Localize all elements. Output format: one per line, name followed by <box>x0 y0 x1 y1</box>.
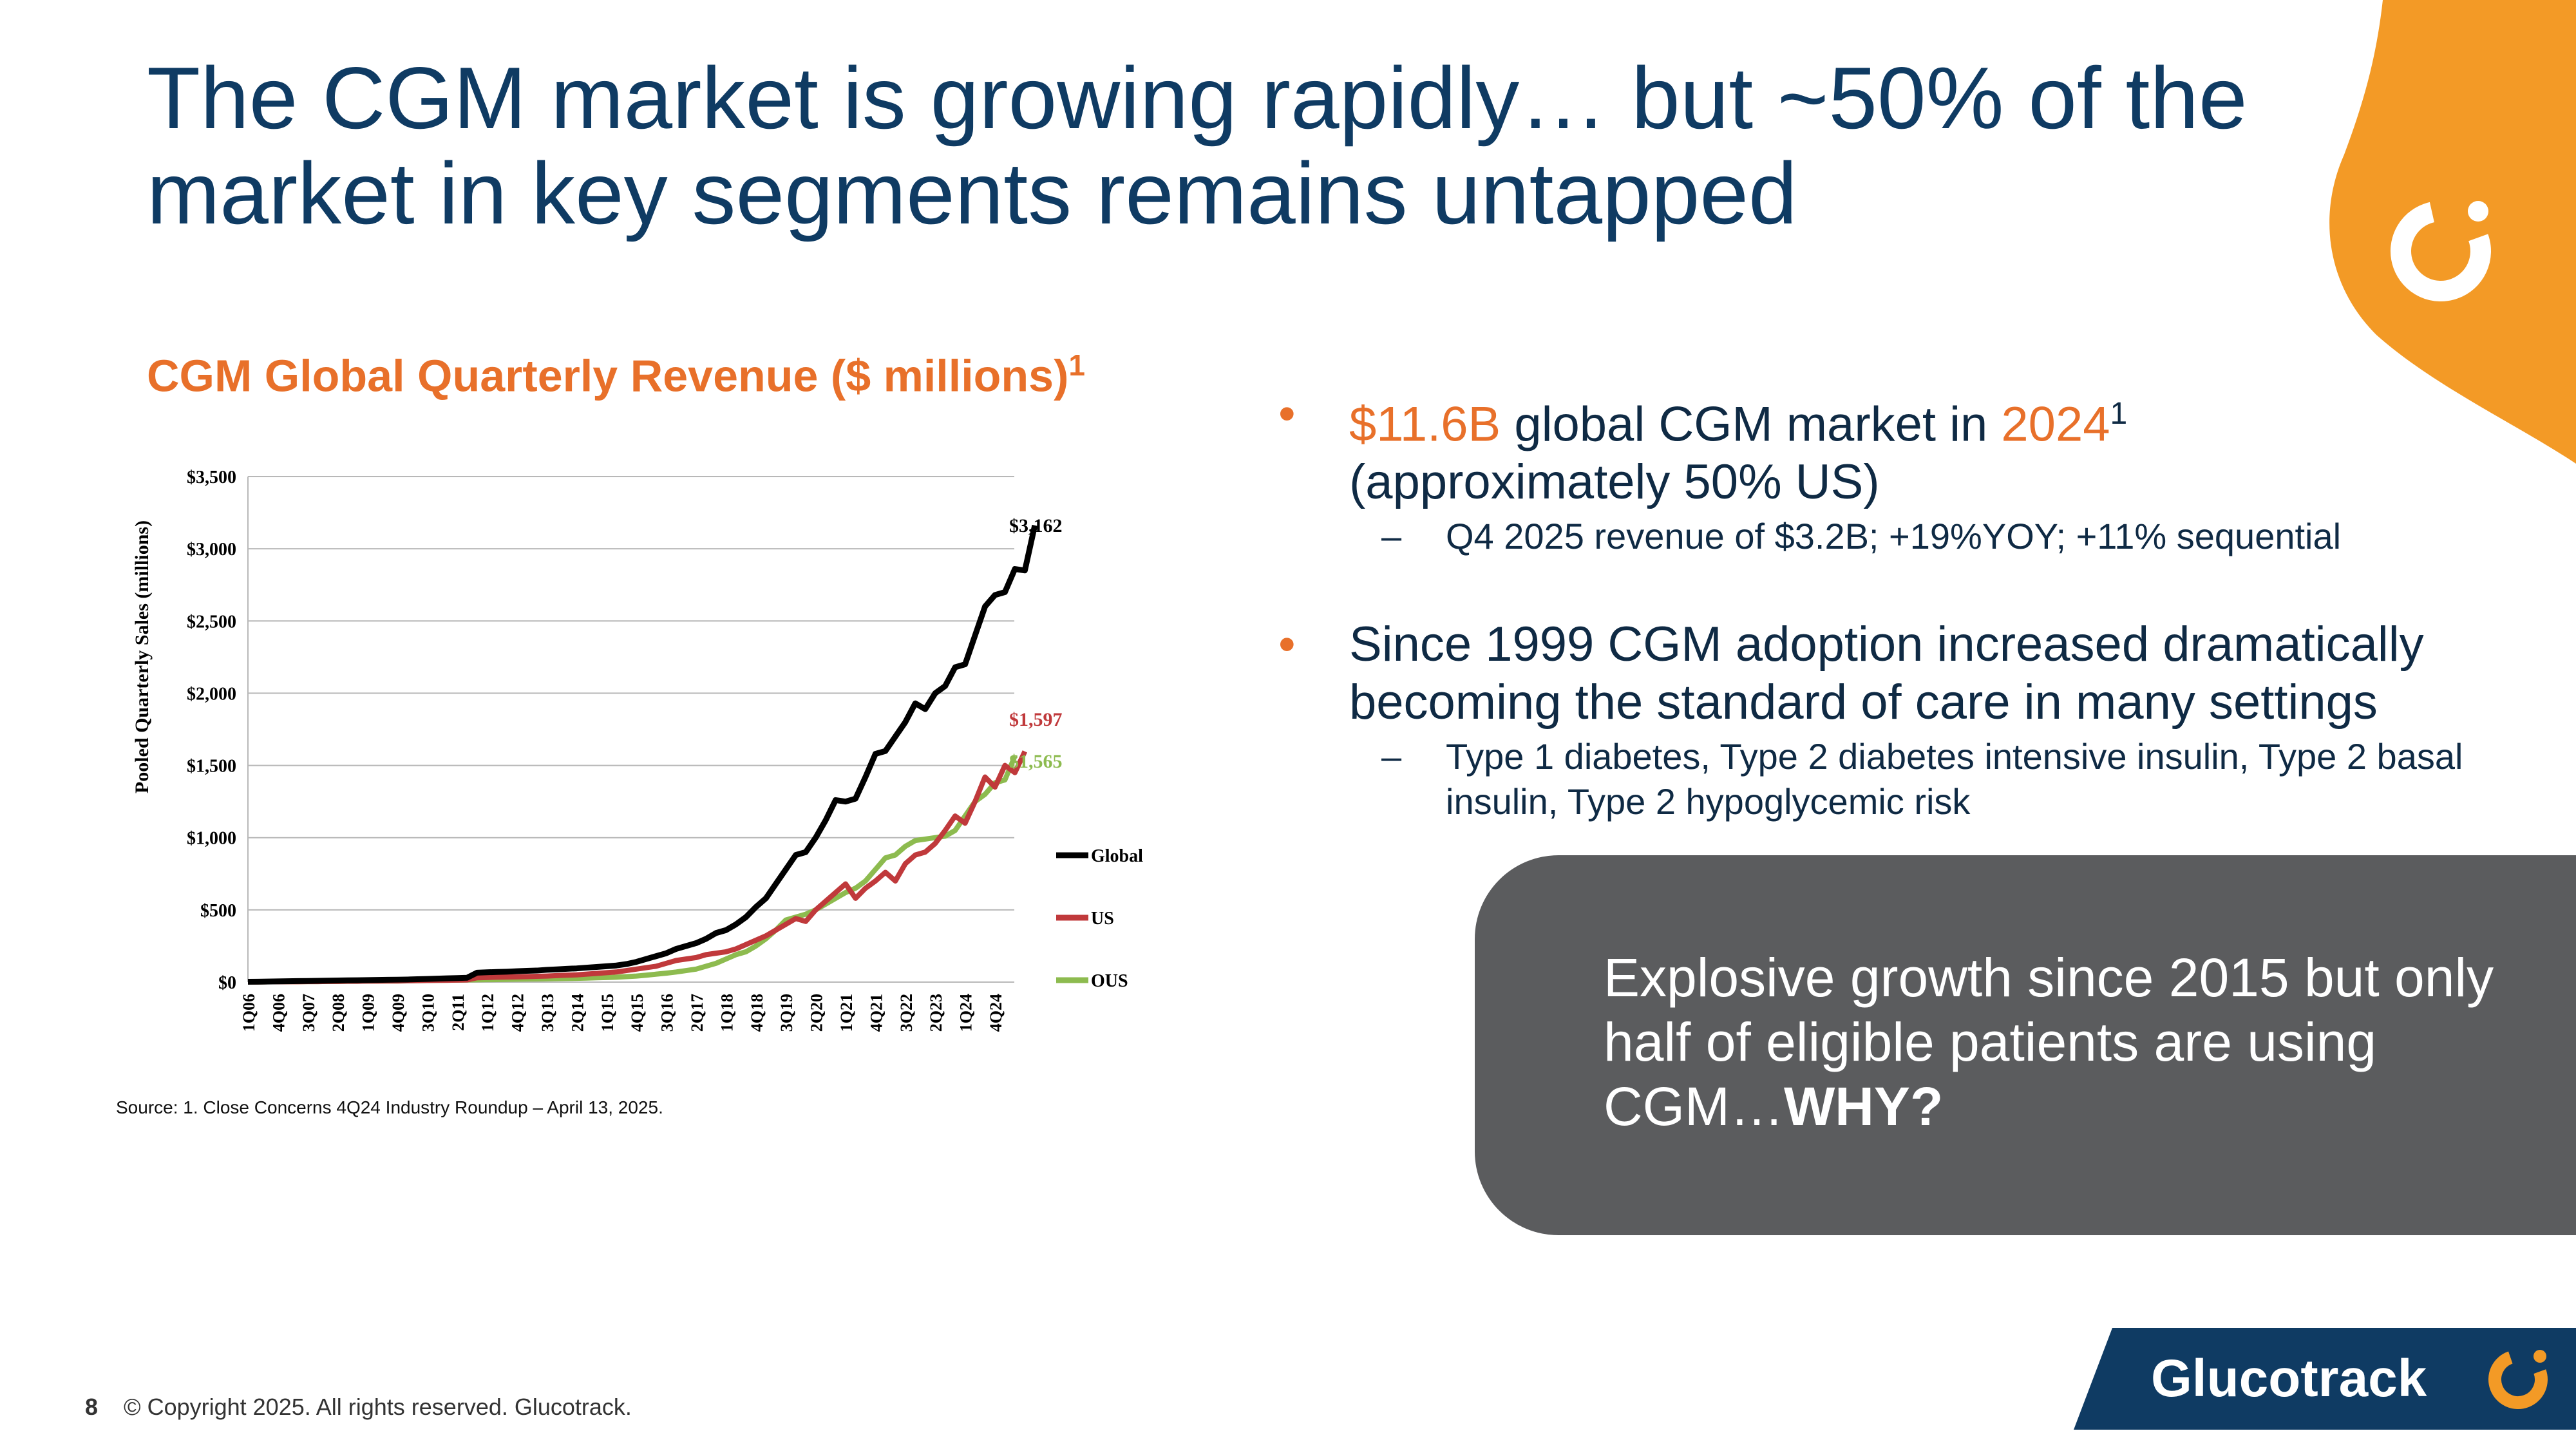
x-tick-label: 3Q19 <box>777 994 796 1032</box>
x-tick-label: 2Q20 <box>808 994 826 1032</box>
y-tick-label: $1,000 <box>187 829 236 849</box>
x-tick-label: 3Q16 <box>658 994 677 1032</box>
sub-dash: – <box>1381 736 1402 777</box>
x-tick-label: 1Q12 <box>478 994 497 1032</box>
brand-corner-shape <box>2329 0 2576 464</box>
series-line-global <box>247 524 1038 985</box>
chart-heading-footnote: 1 <box>1068 348 1086 382</box>
market-footnote: 1 <box>2110 397 2128 431</box>
callout-why: WHY? <box>1783 1076 1944 1137</box>
x-tick-label: 4Q18 <box>748 994 766 1032</box>
sub-bullet-segments: – Type 1 diabetes, Type 2 diabetes inten… <box>1278 734 2502 824</box>
end-label-global: $3,162 <box>1009 515 1063 536</box>
x-tick-label: 1Q24 <box>957 994 976 1032</box>
callout-box: Explosive growth since 2015 but only hal… <box>1475 855 2576 1235</box>
x-tick-label: 2Q14 <box>568 994 587 1032</box>
x-tick-label: 2Q17 <box>688 994 706 1032</box>
market-text: global CGM market in <box>1501 397 2002 452</box>
sub-dash: – <box>1381 516 1402 557</box>
series-line-us <box>248 750 1028 985</box>
callout-text: Explosive growth since 2015 but only hal… <box>1604 945 2505 1139</box>
cgm-revenue-line-chart: $0 $500 $1,000 $1,500 $2,000 $2,500 $3,000 $3,5… <box>131 468 1143 1032</box>
x-tick-label: 3Q10 <box>419 994 437 1032</box>
sub-bullet-q4: – Q4 2025 revenue of $3.2B; +19%YOY; +11… <box>1278 514 2502 559</box>
orange-drop-shape <box>2329 0 2576 464</box>
bullet-adoption: • Since 1999 CGM adoption increased dram… <box>1278 616 2502 732</box>
chart-series: $3,162 $1,597 $1,565 <box>247 515 1063 985</box>
callout-body: Explosive growth since 2015 but only hal… <box>1604 947 2494 1137</box>
legend-label-us: US <box>1091 909 1114 929</box>
market-value: $11.6B <box>1349 397 1501 452</box>
y-tick-label: $2,500 <box>187 612 236 632</box>
adoption-text: Since 1999 CGM adoption increased dramat… <box>1349 617 2424 730</box>
bullet-list: • $11.6B global CGM market in 20241 (app… <box>1278 385 2502 824</box>
chart-y-ticks: $0 $500 $1,000 $1,500 $2,000 $2,500 $3,000 $3,5… <box>187 468 236 993</box>
logo-band-shape <box>2074 1328 2576 1430</box>
x-tick-label: 1Q09 <box>359 994 378 1032</box>
chart-x-ticks: 1Q06 4Q06 3Q07 2Q08 1Q09 4Q09 3Q10 2Q11 1Q12 4Q12… <box>240 994 1005 1032</box>
x-tick-label: 3Q07 <box>299 994 318 1032</box>
chart-heading-text: CGM Global Quarterly Revenue ($ millions… <box>147 350 1069 401</box>
segments-text: Type 1 diabetes, Type 2 diabetes intensi… <box>1446 736 2463 822</box>
x-tick-label: 1Q21 <box>837 994 856 1032</box>
x-tick-label: 4Q12 <box>509 994 527 1032</box>
x-tick-label: 1Q15 <box>598 994 617 1032</box>
bullet-dot: • <box>1278 386 1296 441</box>
legend-label-global: Global <box>1091 846 1143 866</box>
bullet-dot: • <box>1278 617 1296 672</box>
x-tick-label: 3Q13 <box>538 994 557 1032</box>
x-tick-label: 4Q15 <box>628 994 647 1032</box>
y-tick-label: $2,000 <box>187 684 236 704</box>
copyright-text: © Copyright 2025. All rights reserved. G… <box>124 1394 632 1420</box>
y-tick-label: $0 <box>218 973 236 993</box>
glucotrack-wordmark: Glucotrack <box>2151 1349 2427 1408</box>
q4-revenue-text: Q4 2025 revenue of $3.2B; +19%YOY; +11% … <box>1446 516 2342 557</box>
x-tick-label: 4Q09 <box>389 994 408 1032</box>
x-tick-label: 2Q08 <box>329 994 348 1032</box>
x-tick-label: 3Q22 <box>897 994 916 1032</box>
end-label-ous: $1,565 <box>1009 751 1063 772</box>
bullet-market-size: • $11.6B global CGM market in 20241 (app… <box>1278 385 2502 511</box>
end-label-us: $1,597 <box>1009 709 1063 730</box>
y-tick-label: $500 <box>200 901 236 921</box>
source-footnote: Source: 1. Close Concerns 4Q24 Industry … <box>116 1097 663 1117</box>
y-tick-label: $1,500 <box>187 757 236 777</box>
chart-heading: CGM Global Quarterly Revenue ($ millions… <box>147 348 1085 401</box>
market-us-share: (approximately 50% US) <box>1349 455 1880 510</box>
y-tick-label: $3,000 <box>187 540 236 560</box>
x-tick-label: 2Q23 <box>927 994 945 1032</box>
slide-title: The CGM market is growing rapidly… but ~… <box>147 49 2248 242</box>
x-tick-label: 2Q11 <box>449 994 468 1031</box>
y-tick-label: $3,500 <box>187 468 236 488</box>
slide-footer: 8 © Copyright 2025. All rights reserved.… <box>85 1394 632 1421</box>
y-axis-label: Pooled Quarterly Sales (millions) <box>131 520 153 793</box>
x-tick-label: 1Q06 <box>240 994 258 1032</box>
x-tick-label: 4Q21 <box>867 994 886 1032</box>
chart-legend: Global US OUS <box>1056 846 1143 991</box>
page-number: 8 <box>85 1394 99 1420</box>
x-tick-label: 1Q18 <box>717 994 736 1032</box>
glucotrack-logo-band: Glucotrack <box>2074 1328 2576 1430</box>
legend-label-ous: OUS <box>1091 971 1128 991</box>
x-tick-label: 4Q24 <box>987 994 1005 1032</box>
market-year: 2024 <box>2001 397 2110 452</box>
glucotrack-g-icon <box>2391 201 2491 301</box>
x-tick-label: 4Q06 <box>269 994 288 1032</box>
